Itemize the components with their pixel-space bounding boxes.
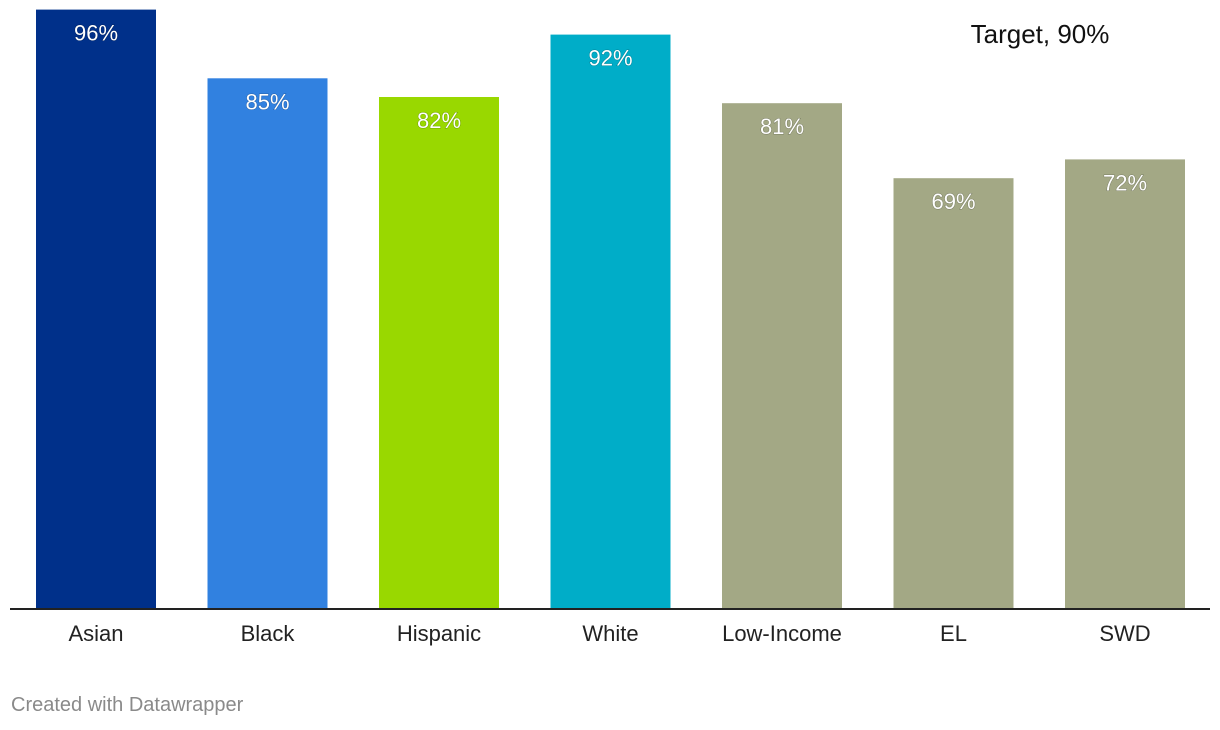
target-annotation: Target, 90%	[971, 19, 1110, 49]
x-tick-label-low-income: Low-Income	[722, 621, 842, 646]
bar-white	[550, 34, 671, 610]
bar-black	[207, 78, 328, 610]
x-tick-label-black: Black	[241, 621, 296, 646]
value-label-el: 69%	[931, 189, 975, 214]
x-tick-label-asian: Asian	[68, 621, 123, 646]
x-tick-label-el: EL	[940, 621, 967, 646]
bar-el	[893, 178, 1014, 609]
bar-swd	[1065, 159, 1185, 609]
x-tick-label-white: White	[582, 621, 638, 646]
bars-group	[36, 9, 1185, 610]
value-labels-group: 96% 85% 82% 92% 81% 69% 72%	[73, 20, 1147, 215]
value-label-black: 85%	[245, 89, 289, 114]
value-label-swd: 72%	[1103, 170, 1147, 195]
x-tick-labels-group: Asian Black Hispanic White Low-Income EL SWD	[68, 621, 1150, 646]
bar-hispanic	[379, 97, 499, 609]
x-tick-label-swd: SWD	[1099, 621, 1150, 646]
bar-asian	[36, 9, 156, 610]
datawrapper-credit: Created with Datawrapper	[11, 694, 244, 716]
bar-low-income	[722, 103, 842, 609]
value-label-asian: 96%	[74, 21, 118, 46]
value-label-white: 92%	[588, 46, 632, 71]
x-tick-label-hispanic: Hispanic	[397, 621, 481, 646]
value-label-hispanic: 82%	[417, 108, 461, 133]
value-label-low-income: 81%	[760, 114, 804, 139]
